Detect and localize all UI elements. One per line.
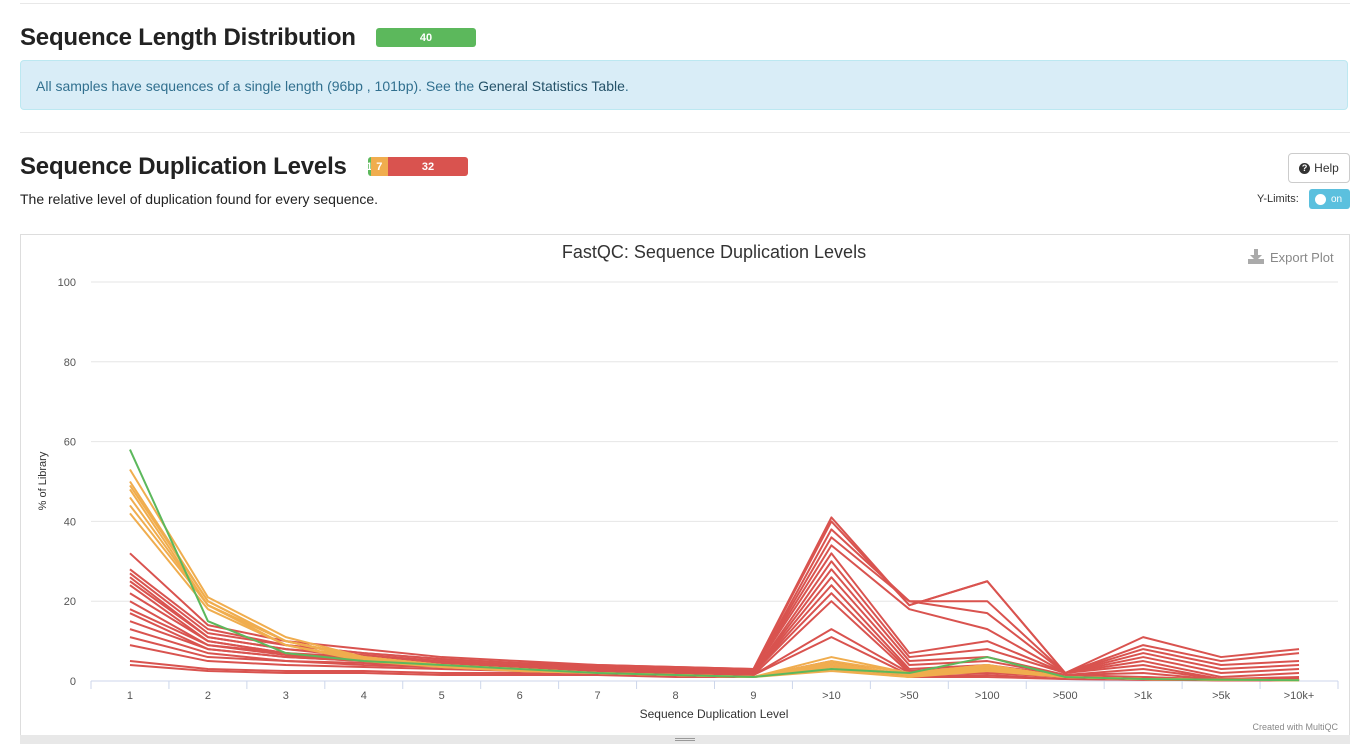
toggle-label: on [1331, 193, 1343, 205]
x-axis-label: Sequence Duplication Level [640, 707, 789, 721]
alert-text: All samples have sequences of a single l… [36, 78, 479, 94]
y-tick-label: 40 [64, 516, 76, 528]
section-divider [20, 132, 1350, 133]
x-tick-label: 3 [283, 690, 289, 702]
help-button[interactable]: ? Help [1288, 153, 1350, 183]
x-tick-label: >10 [822, 690, 841, 702]
badge-duplication-segment[interactable]: 1 [368, 157, 372, 176]
badge-length-segment[interactable]: 40 [376, 28, 476, 47]
x-tick-label: 5 [439, 690, 445, 702]
help-label: Help [1314, 161, 1339, 175]
x-tick-label: >10k+ [1284, 690, 1315, 702]
x-tick-label: >100 [975, 690, 1000, 702]
toggle-knob [1315, 193, 1326, 205]
question-circle-icon: ? [1299, 162, 1311, 174]
y-tick-label: 60 [64, 437, 76, 449]
badge-duplication-segment[interactable]: 7 [370, 157, 388, 176]
download-icon [1248, 249, 1264, 264]
x-tick-label: 9 [750, 690, 756, 702]
status-badge-duplication[interactable]: 1732 [368, 157, 468, 176]
created-with-credit: Created with MultiQC [1252, 722, 1338, 732]
x-tick-label: >5k [1212, 690, 1231, 702]
section-title-duplication: Sequence Duplication Levels [20, 153, 347, 180]
info-alert: All samples have sequences of a single l… [20, 60, 1348, 110]
y-tick-label: 0 [70, 676, 76, 688]
y-tick-label: 100 [58, 277, 76, 289]
y-tick-label: 20 [64, 596, 76, 608]
x-tick-label: 7 [595, 690, 601, 702]
section-title-length: Sequence Length Distribution [20, 24, 356, 51]
chart-title: FastQC: Sequence Duplication Levels [562, 242, 866, 262]
y-axis-label: % of Library [37, 451, 49, 510]
grip-icon [675, 738, 695, 739]
y-tick-label: 80 [64, 357, 76, 369]
x-tick-label: 4 [361, 690, 367, 702]
x-tick-label: 8 [672, 690, 678, 702]
status-badge-length[interactable]: 40 [376, 28, 476, 47]
badge-duplication-segment[interactable]: 32 [388, 157, 468, 176]
series-line-pass[interactable] [129, 449, 1300, 682]
export-plot-label: Export Plot [1270, 250, 1334, 265]
plot-resize-handle[interactable] [20, 735, 1350, 744]
x-tick-label: >500 [1053, 690, 1078, 702]
x-tick-label: 2 [205, 690, 211, 702]
general-stats-link[interactable]: General Statistics Table [478, 78, 625, 94]
section-divider-top [20, 3, 1350, 4]
x-tick-label: >1k [1134, 690, 1153, 702]
ylimits-toggle[interactable]: on [1309, 189, 1350, 209]
x-tick-label: 6 [517, 690, 523, 702]
ylimits-label: Y-Limits: [1257, 193, 1299, 205]
section-description: The relative level of duplication found … [20, 191, 378, 207]
alert-end: . [624, 78, 629, 94]
export-plot-button[interactable]: Export Plot [1248, 249, 1334, 265]
x-tick-label: >50 [900, 690, 919, 702]
x-tick-label: 1 [127, 690, 133, 702]
